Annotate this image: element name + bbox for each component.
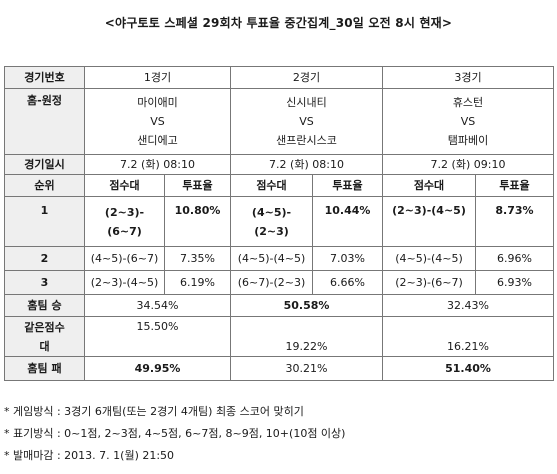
game-3-home-loss: 51.40% bbox=[382, 356, 554, 381]
draw-label-line: 같은점수 bbox=[24, 320, 65, 334]
vote-rate: 7.35% bbox=[164, 246, 231, 271]
vs-text: VS bbox=[299, 115, 314, 128]
score-line: (6~7) bbox=[107, 224, 142, 238]
rank-number: 3 bbox=[4, 270, 85, 295]
draw-row: 같은점수 대 15.50% 19.22% 16.21% bbox=[4, 316, 554, 357]
game-1-home-win: 34.54% bbox=[84, 294, 231, 317]
score-range: (4~5)-(4~5) bbox=[382, 246, 476, 271]
rank-number: 1 bbox=[4, 196, 85, 247]
vote-rate: 8.73% bbox=[475, 196, 554, 247]
score-range: (2~3)-(4~5) bbox=[84, 270, 165, 295]
game-1-draw: 15.50% bbox=[84, 316, 231, 357]
teams-label: 홈-원정 bbox=[4, 88, 85, 155]
vs-text: VS bbox=[460, 115, 476, 128]
home-team: 신시내티 bbox=[286, 96, 327, 109]
score-range: (4~5)-(6~7) bbox=[84, 246, 165, 271]
note-deadline: * 발매마감 : 2013. 7. 1(월) 21:50 bbox=[4, 449, 175, 462]
home-win-row: 홈팀 승 34.54% 50.58% 32.43% bbox=[4, 294, 554, 317]
score-range: (4~5)- (2~3) bbox=[230, 196, 313, 247]
score-line: (2~3) bbox=[254, 224, 289, 238]
vote-header: 투표율 bbox=[164, 174, 231, 197]
schedule-row: 경기일시 7.2 (화) 08:10 7.2 (화) 08:10 7.2 (화)… bbox=[4, 154, 554, 175]
note-game-method: * 게임방식 : 3경기 6개팀(또는 2경기 4개팀) 최종 스코어 맞히기 bbox=[4, 405, 304, 418]
vote-rate: 10.80% bbox=[164, 196, 231, 247]
score-header: 점수대 bbox=[230, 174, 313, 197]
game-3-header: 3경기 bbox=[382, 66, 554, 89]
game-2-header: 2경기 bbox=[230, 66, 383, 89]
vote-rate: 6.93% bbox=[475, 270, 554, 295]
rank-label: 순위 bbox=[4, 174, 85, 197]
schedule-label: 경기일시 bbox=[4, 154, 85, 175]
game-number-row: 경기번호 1경기 2경기 3경기 bbox=[4, 66, 554, 89]
game-3-schedule: 7.2 (화) 09:10 bbox=[382, 154, 554, 175]
game-1-header: 1경기 bbox=[84, 66, 231, 89]
game-2-schedule: 7.2 (화) 08:10 bbox=[230, 154, 383, 175]
notes: * 게임방식 : 3경기 6개팀(또는 2경기 4개팀) 최종 스코어 맞히기 … bbox=[4, 401, 553, 467]
game-3-teams: 휴스턴 VS 탬파베이 bbox=[382, 88, 554, 155]
draw-label-line: 대 bbox=[39, 339, 50, 353]
score-range: (2~3)-(4~5) bbox=[382, 196, 476, 247]
game-1-home-loss: 49.95% bbox=[84, 356, 231, 381]
score-line: (4~5)- bbox=[251, 205, 292, 219]
vote-header: 투표율 bbox=[312, 174, 383, 197]
score-header: 점수대 bbox=[382, 174, 476, 197]
game-2-teams: 신시내티 VS 샌프란시스코 bbox=[230, 88, 383, 155]
game-1-teams: 마이애미 VS 샌디에고 bbox=[84, 88, 231, 155]
game-1-schedule: 7.2 (화) 08:10 bbox=[84, 154, 231, 175]
home-loss-row: 홈팀 패 49.95% 30.21% 51.40% bbox=[4, 356, 554, 381]
game-3-draw: 16.21% bbox=[382, 316, 554, 357]
rank-number: 2 bbox=[4, 246, 85, 271]
note-notation: * 표기방식 : 0~1점, 2~3점, 4~5점, 6~7점, 8~9점, 1… bbox=[4, 427, 346, 440]
vote-rate: 7.03% bbox=[312, 246, 383, 271]
draw-label: 같은점수 대 bbox=[4, 316, 85, 357]
rank-3-row: 3 (2~3)-(4~5) 6.19% (6~7)-(2~3) 6.66% (2… bbox=[4, 270, 554, 295]
score-range: (6~7)-(2~3) bbox=[230, 270, 313, 295]
game-2-draw: 19.22% bbox=[230, 316, 383, 357]
score-range: (2~3)- (6~7) bbox=[84, 196, 165, 247]
home-team: 마이애미 bbox=[137, 96, 178, 109]
home-loss-label: 홈팀 패 bbox=[4, 356, 85, 381]
away-team: 샌프란시스코 bbox=[276, 134, 337, 147]
vote-table: 경기번호 1경기 2경기 3경기 홈-원정 마이애미 VS 샌디에고 신시내티 … bbox=[4, 66, 554, 381]
score-range: (2~3)-(6~7) bbox=[382, 270, 476, 295]
game-number-label: 경기번호 bbox=[4, 66, 85, 89]
score-range: (4~5)-(4~5) bbox=[230, 246, 313, 271]
away-team: 샌디에고 bbox=[137, 134, 178, 147]
game-2-home-win: 50.58% bbox=[230, 294, 383, 317]
away-team: 탬파베이 bbox=[447, 134, 489, 147]
page-title: <야구토토 스페셜 29회차 투표율 중간집계_30일 오전 8시 현재> bbox=[104, 16, 453, 30]
home-win-label: 홈팀 승 bbox=[4, 294, 85, 317]
teams-row: 홈-원정 마이애미 VS 샌디에고 신시내티 VS 샌프란시스코 휴스턴 VS … bbox=[4, 88, 554, 155]
score-header: 점수대 bbox=[84, 174, 165, 197]
game-3-home-win: 32.43% bbox=[382, 294, 554, 317]
vote-rate: 6.66% bbox=[312, 270, 383, 295]
vote-rate: 6.96% bbox=[475, 246, 554, 271]
vs-text: VS bbox=[150, 115, 165, 128]
vote-header: 투표율 bbox=[475, 174, 554, 197]
vote-rate: 6.19% bbox=[164, 270, 231, 295]
score-line: (2~3)- bbox=[104, 205, 145, 219]
rank-header-row: 순위 점수대 투표율 점수대 투표율 점수대 투표율 bbox=[4, 174, 554, 197]
rank-2-row: 2 (4~5)-(6~7) 7.35% (4~5)-(4~5) 7.03% (4… bbox=[4, 246, 554, 271]
game-2-home-loss: 30.21% bbox=[230, 356, 383, 381]
home-team: 휴스턴 bbox=[452, 96, 484, 109]
vote-rate: 10.44% bbox=[312, 196, 383, 247]
rank-1-row: 1 (2~3)- (6~7) 10.80% (4~5)- (2~3) 10.44… bbox=[4, 196, 554, 247]
